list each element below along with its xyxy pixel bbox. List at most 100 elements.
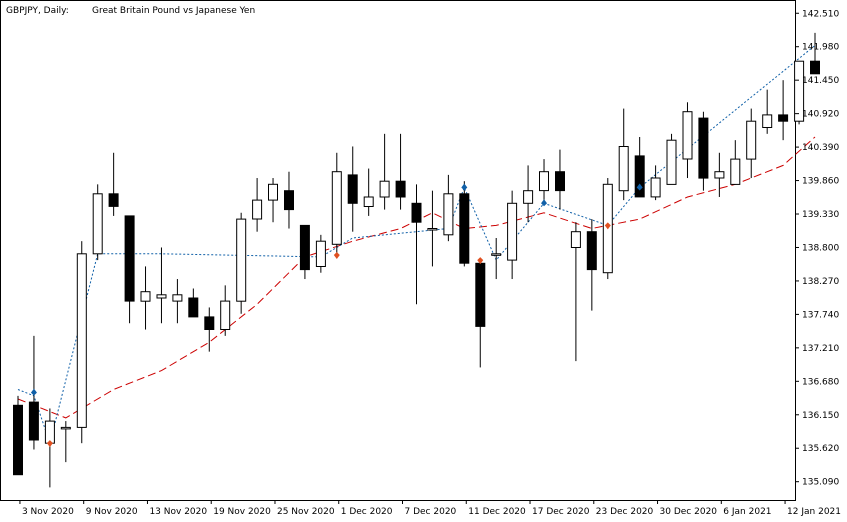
y-tick-label: 141.450 bbox=[802, 76, 839, 86]
candle bbox=[586, 219, 597, 311]
y-tick-label: 142.510 bbox=[802, 9, 839, 19]
x-tick-label: 23 Dec 2020 bbox=[596, 507, 654, 517]
candle-body bbox=[220, 300, 231, 331]
candle-body bbox=[443, 193, 454, 236]
y-tick-label: 141.980 bbox=[802, 43, 839, 53]
candle-body bbox=[778, 114, 789, 122]
y-tick-label: 136.680 bbox=[802, 377, 839, 387]
candle-body bbox=[618, 146, 629, 192]
candle bbox=[44, 408, 55, 488]
chart-symbol-label: GBPJPY, Daily: bbox=[6, 6, 69, 16]
candle-body bbox=[331, 171, 342, 245]
candle-body bbox=[188, 297, 199, 318]
candle-body bbox=[252, 199, 263, 220]
candle bbox=[411, 184, 422, 305]
candle-body bbox=[666, 139, 677, 185]
candle bbox=[60, 421, 71, 463]
candle bbox=[555, 149, 565, 210]
zigzag-line bbox=[17, 45, 816, 445]
candle-body bbox=[395, 180, 406, 198]
candle-body bbox=[475, 262, 486, 327]
candle-body bbox=[714, 171, 725, 179]
candle bbox=[395, 133, 406, 210]
x-tick-label: 9 Nov 2020 bbox=[86, 507, 138, 517]
x-tick-label: 25 Nov 2020 bbox=[277, 507, 335, 517]
candle bbox=[156, 247, 167, 324]
candle-body bbox=[634, 155, 645, 198]
candle bbox=[491, 238, 502, 280]
candle-body bbox=[762, 114, 773, 129]
candle-body bbox=[44, 420, 55, 444]
candle-body bbox=[650, 177, 661, 198]
candle bbox=[698, 111, 709, 191]
candle bbox=[507, 190, 518, 280]
candle-body bbox=[124, 215, 135, 302]
candle-body bbox=[746, 120, 757, 160]
fractal-down-marker bbox=[604, 222, 611, 230]
candle-body bbox=[379, 180, 390, 198]
zigzag-layer bbox=[17, 45, 816, 445]
candle bbox=[108, 152, 119, 216]
candle-body bbox=[507, 202, 518, 261]
candle-body bbox=[459, 193, 470, 264]
fractal-up-marker bbox=[30, 388, 37, 396]
candle bbox=[778, 80, 789, 141]
markers-layer bbox=[30, 183, 643, 448]
x-tick-label: 13 Nov 2020 bbox=[149, 507, 207, 517]
moving-average-line bbox=[17, 136, 816, 419]
candle bbox=[427, 190, 438, 267]
candle bbox=[76, 241, 87, 444]
candle-body bbox=[682, 111, 693, 160]
candle-body bbox=[427, 228, 438, 231]
candle bbox=[236, 212, 247, 314]
candle bbox=[794, 60, 805, 125]
x-tick-label: 1 Dec 2020 bbox=[341, 507, 393, 517]
y-tick-label: 140.390 bbox=[802, 143, 839, 153]
y-tick-label: 138.270 bbox=[802, 277, 839, 287]
y-tick-label: 137.740 bbox=[802, 310, 839, 320]
y-tick-label: 135.090 bbox=[802, 478, 839, 488]
x-tick-label: 7 Dec 2020 bbox=[405, 507, 457, 517]
candle bbox=[746, 108, 757, 179]
y-tick-label: 139.330 bbox=[802, 210, 839, 220]
candle bbox=[252, 178, 263, 232]
candle bbox=[268, 178, 278, 223]
chart-description: Great Britain Pound vs Japanese Yen bbox=[92, 6, 255, 16]
candles-layer bbox=[13, 32, 820, 488]
y-tick-label: 139.860 bbox=[802, 177, 839, 187]
candle bbox=[299, 224, 310, 280]
x-tick-label: 12 Jan 2021 bbox=[787, 507, 841, 517]
candle bbox=[523, 165, 534, 223]
y-tick-label: 135.620 bbox=[802, 444, 839, 454]
candle bbox=[172, 279, 183, 324]
candle bbox=[92, 184, 103, 261]
candle bbox=[650, 165, 661, 201]
candle bbox=[379, 133, 390, 210]
candle bbox=[618, 108, 629, 201]
fractal-up-marker bbox=[636, 183, 643, 191]
candle bbox=[634, 136, 645, 198]
candle bbox=[666, 133, 677, 185]
candle-body bbox=[539, 171, 549, 192]
candle-body bbox=[172, 294, 183, 302]
y-tick-label: 137.210 bbox=[802, 344, 839, 354]
candle-body bbox=[347, 174, 358, 204]
candle-body bbox=[28, 401, 39, 441]
x-axis: 3 Nov 2020 9 Nov 2020 13 Nov 2020 19 Nov 20… bbox=[19, 500, 841, 517]
candle bbox=[347, 146, 358, 232]
candle bbox=[682, 102, 693, 179]
candle-body bbox=[140, 291, 151, 302]
moving-average-layer bbox=[17, 136, 816, 419]
candle bbox=[220, 285, 231, 336]
x-tick-label: 11 Dec 2020 bbox=[468, 507, 526, 517]
x-tick-label: 30 Dec 2020 bbox=[660, 507, 718, 517]
fractal-down-marker bbox=[333, 252, 340, 260]
candle bbox=[284, 171, 294, 229]
candle-body bbox=[555, 171, 565, 192]
candle-body bbox=[76, 253, 87, 428]
candle bbox=[204, 307, 215, 352]
x-tick-label: 17 Dec 2020 bbox=[532, 507, 590, 517]
fractal-down-marker bbox=[477, 257, 484, 265]
candle bbox=[315, 234, 326, 273]
